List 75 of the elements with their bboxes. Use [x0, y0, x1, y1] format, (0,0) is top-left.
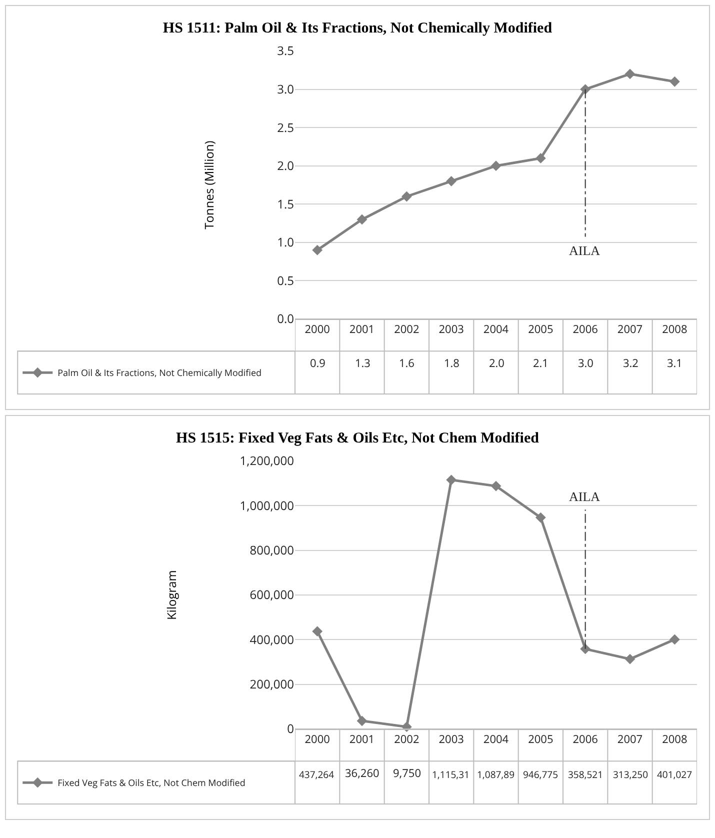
- data-label: 1.3: [355, 356, 370, 371]
- y-tick-label: 1.5: [277, 195, 294, 212]
- point: [669, 76, 680, 87]
- legend-label: Palm Oil & Its Fractions, Not Chemically Modified: [58, 366, 262, 380]
- y-tick-label: 0: [287, 720, 294, 738]
- point: [312, 626, 323, 637]
- data-label: 3.0: [578, 356, 594, 371]
- data-label: 1,115,31: [432, 768, 470, 781]
- point: [446, 474, 457, 486]
- y-tick-label: 1,200,000: [240, 452, 294, 470]
- x-tick-label: 2000: [304, 322, 330, 338]
- data-label: 1.8: [444, 356, 460, 371]
- y-tick-label: 1.0: [277, 234, 294, 251]
- point: [312, 244, 323, 256]
- y-tick-label: 200,000: [250, 676, 294, 693]
- y-tick-label: 3.0: [277, 80, 294, 98]
- point: [446, 176, 457, 186]
- point: [669, 634, 680, 645]
- x-tick-label: 2003: [438, 732, 464, 748]
- x-tick-label: 2004: [483, 322, 510, 338]
- point: [624, 654, 636, 664]
- y-tick-label: 2.0: [277, 157, 294, 174]
- x-tick-label: 2002: [394, 732, 420, 748]
- data-label: 1,087,89: [477, 768, 515, 781]
- chart-title: HS 1511: Palm Oil & Its Fractions, Not Chemically Modified: [162, 20, 553, 37]
- data-label: 313,250: [613, 768, 648, 781]
- data-label: 2.0: [489, 356, 504, 371]
- point: [535, 512, 546, 523]
- data-label: 358,521: [568, 768, 604, 781]
- data-label: 3.2: [623, 356, 638, 371]
- point: [535, 153, 546, 164]
- x-tick-label: 2004: [483, 732, 510, 748]
- point: [490, 480, 502, 492]
- x-tick-label: 2001: [349, 732, 375, 748]
- data-label: 401,027: [657, 768, 692, 781]
- y-tick-label: 2.5: [277, 118, 294, 136]
- y-tick-label: 600,000: [250, 586, 294, 604]
- x-tick-label: 2007: [617, 732, 643, 748]
- x-tick-label: 2003: [438, 322, 464, 338]
- x-tick-label: 2006: [572, 732, 598, 748]
- x-tick-label: 2000: [304, 732, 330, 748]
- chart-title: HS 1515: Fixed Veg Fats & Oils Etc, Not Chem Modified: [176, 430, 540, 447]
- data-label: 1.6: [399, 356, 414, 371]
- y-tick-label: 1,000,000: [240, 496, 294, 514]
- point: [490, 160, 502, 172]
- point: [356, 214, 368, 225]
- point: [356, 716, 368, 726]
- data-label: 36,260: [345, 766, 380, 781]
- y-tick-label: 0.5: [277, 272, 294, 289]
- x-tick-label: 2007: [617, 322, 643, 338]
- y-tick-label: 3.5: [277, 42, 294, 60]
- point: [580, 84, 591, 94]
- y-axis-title: Tonnes (Million): [200, 140, 218, 230]
- x-tick-label: 2008: [662, 322, 688, 338]
- data-label: 946,775: [523, 768, 558, 781]
- y-tick-label: 0.0: [277, 310, 294, 328]
- point: [401, 191, 412, 202]
- data-label: 9,750: [393, 766, 422, 781]
- x-tick-label: 2002: [394, 322, 420, 338]
- x-tick-label: 2001: [349, 322, 375, 338]
- y-tick-label: 800,000: [250, 542, 294, 559]
- data-label: 437,264: [299, 768, 335, 781]
- data-label: 2.1: [533, 356, 548, 371]
- x-tick-label: 2005: [528, 322, 554, 338]
- y-axis-title: Kilogram: [163, 570, 180, 620]
- y-tick-label: 400,000: [250, 630, 294, 648]
- legend-label: Fixed Veg Fats & Oils Etc, Not Chem Modified: [58, 776, 246, 790]
- ref-line-label: AILA: [569, 489, 601, 504]
- point: [624, 68, 636, 80]
- x-tick-label: 2008: [662, 732, 688, 748]
- data-label: 0.9: [310, 356, 326, 371]
- x-tick-label: 2006: [572, 322, 598, 338]
- data-label: 3.1: [667, 356, 682, 371]
- ref-line-label: AILA: [569, 243, 601, 258]
- x-tick-label: 2005: [528, 732, 554, 748]
